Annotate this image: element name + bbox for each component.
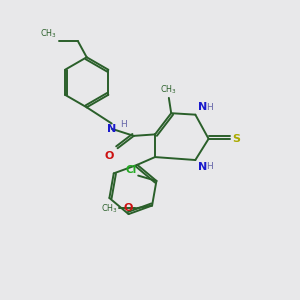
Text: H: H [206,162,213,171]
Text: N: N [198,162,207,172]
Text: CH$_3$: CH$_3$ [40,28,57,40]
Text: O: O [105,151,114,160]
Text: N: N [106,124,116,134]
Text: N: N [198,102,207,112]
Text: O: O [124,203,133,214]
Text: CH$_3$: CH$_3$ [100,202,117,215]
Text: CH$_3$: CH$_3$ [160,83,177,95]
Text: S: S [233,134,241,144]
Text: Cl: Cl [125,165,137,175]
Text: H: H [206,103,213,112]
Text: H: H [120,120,127,129]
